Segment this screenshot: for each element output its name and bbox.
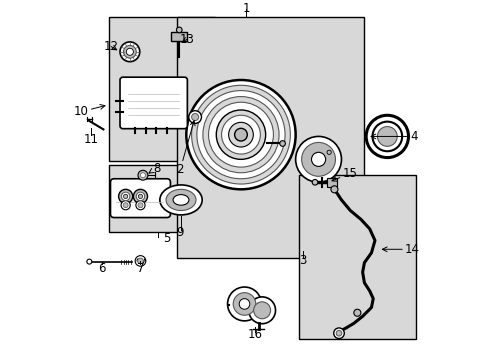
Text: 16: 16	[247, 328, 262, 341]
Text: 6: 6	[98, 262, 105, 275]
Bar	[177, 17, 364, 258]
Ellipse shape	[173, 195, 188, 205]
Circle shape	[186, 80, 295, 189]
Text: 2: 2	[176, 121, 195, 176]
Circle shape	[123, 45, 136, 58]
FancyBboxPatch shape	[110, 179, 170, 217]
FancyBboxPatch shape	[120, 77, 187, 129]
Text: 8: 8	[149, 162, 160, 175]
Circle shape	[301, 143, 335, 176]
Circle shape	[336, 330, 341, 336]
Circle shape	[123, 203, 128, 208]
Circle shape	[121, 201, 130, 210]
Circle shape	[119, 189, 132, 203]
Circle shape	[136, 192, 144, 201]
Circle shape	[197, 91, 285, 179]
Text: 7: 7	[137, 262, 144, 275]
Circle shape	[137, 258, 143, 264]
Circle shape	[248, 297, 275, 324]
Circle shape	[221, 115, 260, 154]
Circle shape	[234, 128, 247, 141]
Circle shape	[366, 115, 407, 158]
Circle shape	[372, 122, 401, 151]
Bar	[108, 17, 214, 161]
Text: 10: 10	[74, 104, 105, 118]
Circle shape	[126, 48, 133, 55]
Circle shape	[333, 328, 344, 338]
Circle shape	[136, 201, 145, 210]
Text: 15: 15	[331, 167, 357, 181]
Text: 3: 3	[298, 254, 306, 267]
Circle shape	[138, 170, 147, 180]
Circle shape	[353, 309, 360, 316]
Circle shape	[227, 287, 261, 321]
Circle shape	[203, 96, 279, 173]
Circle shape	[138, 203, 142, 208]
Circle shape	[121, 192, 130, 201]
Text: 14: 14	[382, 243, 419, 256]
Bar	[108, 165, 209, 231]
Circle shape	[120, 42, 140, 62]
Circle shape	[133, 189, 147, 203]
Text: 1: 1	[242, 2, 249, 15]
Ellipse shape	[160, 185, 202, 215]
Circle shape	[123, 194, 127, 198]
Text: 12: 12	[103, 40, 119, 53]
Circle shape	[330, 186, 337, 193]
Circle shape	[228, 122, 253, 147]
Circle shape	[326, 150, 330, 154]
Circle shape	[311, 152, 325, 166]
Ellipse shape	[166, 189, 196, 211]
Text: 13: 13	[179, 33, 194, 46]
Circle shape	[191, 85, 290, 184]
Text: 4: 4	[370, 130, 417, 143]
Circle shape	[87, 259, 92, 264]
Circle shape	[176, 27, 182, 33]
Circle shape	[140, 173, 145, 178]
Circle shape	[208, 102, 273, 167]
Circle shape	[135, 256, 145, 266]
Circle shape	[191, 113, 198, 121]
Circle shape	[279, 141, 285, 146]
Circle shape	[239, 299, 249, 309]
Text: 9: 9	[176, 226, 183, 239]
Circle shape	[188, 111, 201, 123]
Bar	[326, 178, 337, 186]
Circle shape	[216, 110, 265, 159]
Circle shape	[233, 293, 255, 315]
Text: 5: 5	[163, 232, 170, 245]
Circle shape	[377, 127, 396, 146]
Circle shape	[138, 194, 142, 198]
Circle shape	[311, 179, 317, 185]
Circle shape	[295, 136, 341, 182]
Bar	[299, 175, 415, 339]
Circle shape	[253, 302, 270, 319]
Bar	[171, 32, 186, 41]
Text: 11: 11	[83, 134, 99, 147]
